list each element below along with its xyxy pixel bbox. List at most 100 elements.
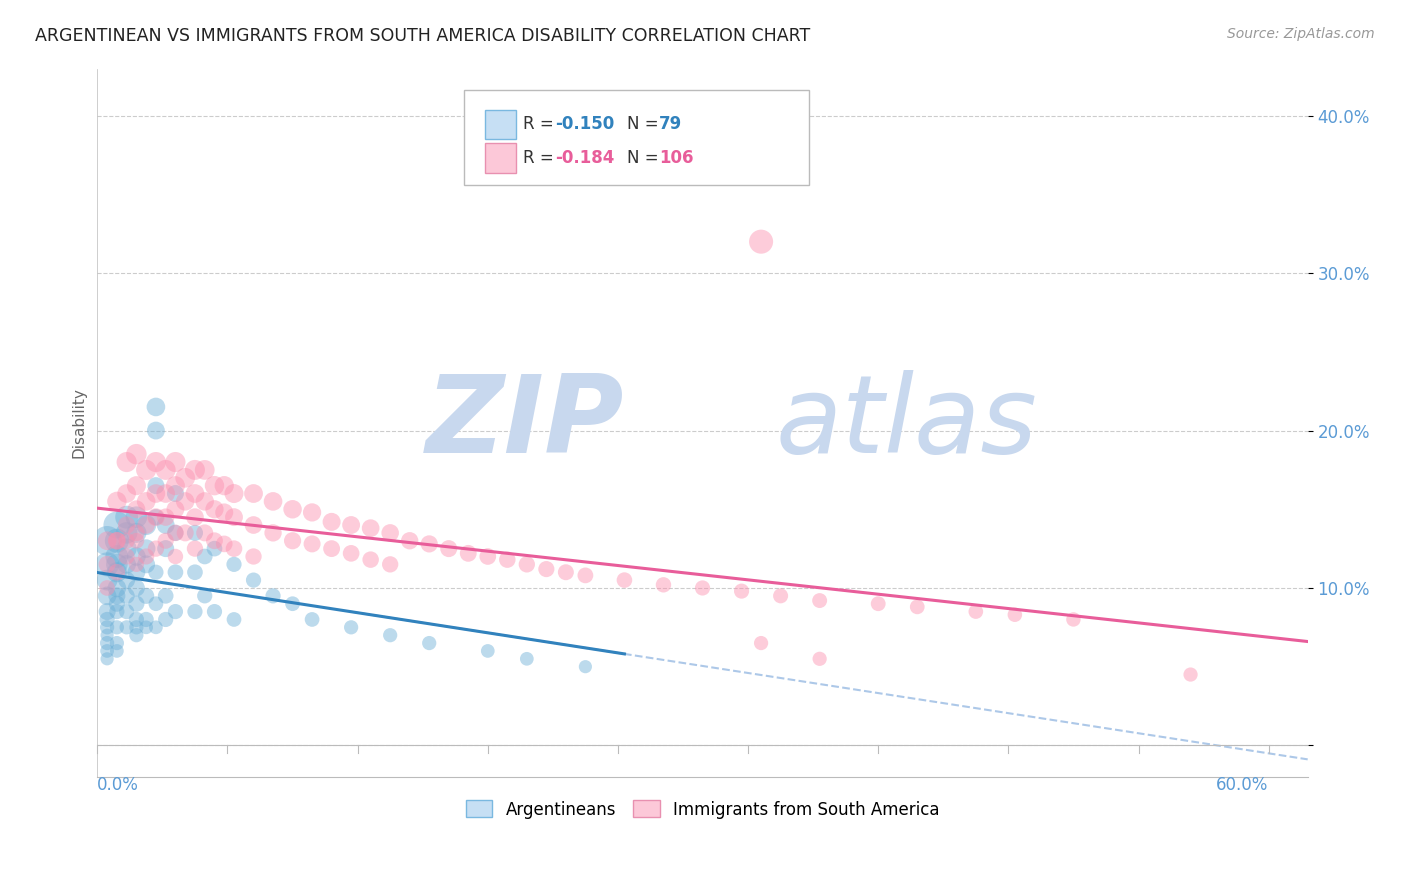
Point <box>574 659 596 673</box>
Point <box>145 400 167 414</box>
Point <box>174 525 197 540</box>
Point <box>965 605 987 619</box>
Point <box>321 515 343 529</box>
Point <box>105 597 128 611</box>
Point <box>125 525 148 540</box>
Point <box>105 589 128 603</box>
Point <box>105 636 128 650</box>
Point <box>204 533 226 548</box>
Point <box>155 510 177 524</box>
Point <box>115 525 138 540</box>
Point <box>184 525 207 540</box>
Point <box>165 605 187 619</box>
FancyBboxPatch shape <box>464 90 808 186</box>
Point <box>380 525 402 540</box>
Point <box>105 533 128 548</box>
Point <box>184 486 207 500</box>
Point <box>165 566 187 580</box>
Point <box>174 471 197 485</box>
Point <box>194 463 217 477</box>
Point <box>868 597 890 611</box>
Text: R =: R = <box>523 149 560 167</box>
Point <box>125 612 148 626</box>
Point <box>1180 667 1202 681</box>
Point <box>135 463 157 477</box>
Point <box>749 235 772 249</box>
Point <box>692 581 714 595</box>
Point <box>96 533 118 548</box>
Point <box>184 605 207 619</box>
Point <box>96 605 118 619</box>
Point <box>321 541 343 556</box>
Point <box>340 546 363 560</box>
Point <box>204 605 226 619</box>
Point <box>115 620 138 634</box>
Point <box>155 612 177 626</box>
Point <box>145 597 167 611</box>
Point <box>105 605 128 619</box>
Point <box>145 510 167 524</box>
Point <box>281 597 304 611</box>
Point <box>96 620 118 634</box>
Point <box>574 568 596 582</box>
Point <box>135 558 157 572</box>
Text: N =: N = <box>627 149 665 167</box>
Point <box>125 620 148 634</box>
Point <box>222 541 245 556</box>
Point <box>212 505 235 519</box>
Text: R =: R = <box>523 115 560 134</box>
Point <box>105 533 128 548</box>
Point <box>184 510 207 524</box>
Point <box>1062 612 1084 626</box>
Point <box>165 502 187 516</box>
Legend: Argentineans, Immigrants from South America: Argentineans, Immigrants from South Amer… <box>458 794 946 825</box>
Y-axis label: Disability: Disability <box>72 387 86 458</box>
Point <box>125 581 148 595</box>
Point <box>222 510 245 524</box>
Point <box>96 636 118 650</box>
Point <box>135 518 157 533</box>
Point <box>145 486 167 500</box>
Point <box>212 478 235 492</box>
Point <box>905 599 928 614</box>
Point <box>115 541 138 556</box>
Point <box>125 478 148 492</box>
Point <box>125 566 148 580</box>
Point <box>115 558 138 572</box>
Point <box>262 589 284 603</box>
Point <box>301 537 323 551</box>
Point <box>165 525 187 540</box>
Text: 60.0%: 60.0% <box>1216 776 1268 794</box>
Text: ARGENTINEAN VS IMMIGRANTS FROM SOUTH AMERICA DISABILITY CORRELATION CHART: ARGENTINEAN VS IMMIGRANTS FROM SOUTH AME… <box>35 27 810 45</box>
Point <box>749 636 772 650</box>
Point <box>360 552 382 566</box>
Point <box>96 644 118 658</box>
Point <box>135 549 157 564</box>
Point <box>96 612 118 626</box>
Point <box>115 455 138 469</box>
Point <box>105 566 128 580</box>
Point <box>115 533 138 548</box>
Point <box>115 549 138 564</box>
Text: ZIP: ZIP <box>426 369 624 475</box>
Text: 0.0%: 0.0% <box>97 776 139 794</box>
Point <box>115 573 138 587</box>
Point <box>125 628 148 642</box>
Point <box>242 518 264 533</box>
Point <box>769 589 792 603</box>
Point <box>96 533 118 548</box>
Point <box>105 581 128 595</box>
Point <box>184 541 207 556</box>
Point <box>96 589 118 603</box>
Point <box>145 510 167 524</box>
Point <box>477 644 499 658</box>
Point <box>115 589 138 603</box>
Point <box>516 558 538 572</box>
Point <box>301 612 323 626</box>
Point <box>105 494 128 508</box>
Point <box>165 549 187 564</box>
Point <box>165 486 187 500</box>
Point <box>808 652 831 666</box>
Text: 106: 106 <box>659 149 693 167</box>
Point <box>125 525 148 540</box>
